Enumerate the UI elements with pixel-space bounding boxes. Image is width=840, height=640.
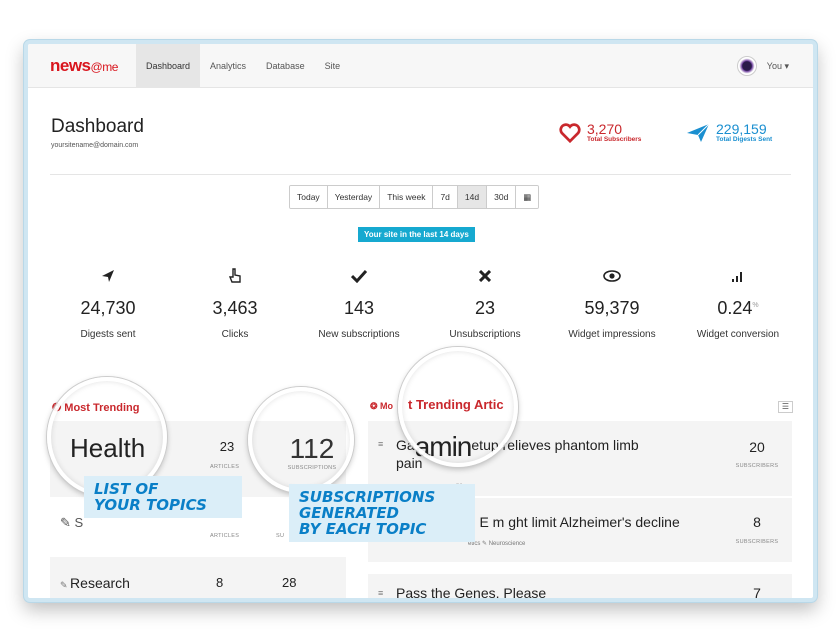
article-subscribers: 20	[749, 439, 765, 455]
articles-label: ARTICLES	[210, 533, 240, 539]
topic-name-text: S	[74, 515, 84, 530]
total-digests: 229,159 Total Digests Sent	[686, 122, 772, 143]
articles-label: ARTICLES	[210, 464, 240, 470]
topic-articles-count: 23	[219, 439, 235, 454]
article-title: min E m ght limit Alzheimer's decline	[453, 514, 680, 530]
magnifier-articles	[398, 347, 518, 467]
site-email: yoursitename@domain.com	[51, 142, 139, 149]
metric-widget-impressions: 59,379 Widget impressions	[552, 266, 672, 340]
list-view-icon[interactable]: ☰	[778, 401, 793, 413]
article-subscribers: 7	[753, 585, 761, 601]
digests-label: Total Digests Sent	[716, 136, 773, 143]
metric-label: Widget impressions	[568, 329, 656, 340]
subscribers-label: Total Subscribers	[587, 136, 642, 143]
total-subscribers: 3,270 Total Subscribers	[559, 122, 641, 143]
topic-subscriptions-count: 28	[282, 575, 297, 590]
metric-value: 24,730	[80, 298, 136, 318]
checkmark-icon	[299, 266, 419, 286]
digests-value: 229,159	[716, 121, 767, 137]
signal-bars-icon	[678, 266, 798, 286]
article-title-line2: pain	[396, 455, 423, 471]
metric-digests: 24,730 Digests sent	[48, 266, 168, 340]
trending-articles-heading: ❂ Mo	[370, 401, 393, 412]
tag-icon: ✎	[60, 580, 71, 590]
article-icon: ≡	[378, 588, 384, 598]
callout-line: SUBSCRIPTIONS	[299, 488, 436, 506]
metric-value: 23	[474, 298, 496, 318]
metric-clicks: 3,463 Clicks	[175, 266, 295, 340]
nav-analytics[interactable]: Analytics	[210, 60, 247, 71]
fire-icon: ❂	[370, 401, 381, 411]
eye-icon	[552, 266, 672, 286]
conversion-unit: %	[752, 302, 759, 309]
metric-label: Unsubscriptions	[449, 329, 521, 340]
article-row[interactable]: ≡ Pass the Genes, Please 7	[368, 574, 792, 601]
metric-value: 143	[343, 298, 375, 318]
metric-value: 59,379	[584, 298, 640, 318]
topic-name: ✎ Research	[60, 575, 130, 591]
period-7d[interactable]: 7d	[433, 186, 458, 208]
metric-widget-conversion: 0.24% Widget conversion	[678, 266, 798, 340]
metric-label: New subscriptions	[318, 329, 400, 340]
nav-dashboard[interactable]: Dashboard	[136, 44, 201, 88]
paper-plane-icon	[48, 266, 168, 286]
metric-label: Widget conversion	[696, 329, 780, 340]
calendar-icon[interactable]: ▦	[516, 186, 539, 208]
metric-label: Digests sent	[80, 329, 136, 340]
browser-frame: news@me Dashboard Analytics Database Sit…	[24, 40, 817, 602]
callout-line: YOUR TOPICS	[94, 496, 207, 514]
header-divider	[50, 174, 791, 175]
subscriptions-label: SU	[276, 533, 285, 539]
avatar	[736, 56, 757, 76]
x-mark-icon	[425, 266, 545, 286]
pointer-hand-icon	[175, 266, 295, 286]
top-navbar: news@me Dashboard Analytics Database Sit…	[28, 44, 813, 88]
metric-new-subscriptions: 143 New subscriptions	[299, 266, 419, 340]
callout-line: GENERATED	[299, 504, 400, 522]
logo[interactable]: news@me	[50, 56, 136, 76]
article-subscribers: 8	[753, 514, 761, 530]
paper-plane-icon	[687, 123, 710, 142]
period-yesterday[interactable]: Yesterday	[327, 186, 381, 208]
metric-value: 0.24%	[678, 298, 798, 319]
nav-database[interactable]: Database	[266, 60, 305, 71]
page-title: Dashboard	[51, 116, 144, 137]
period-30d[interactable]: 30d	[487, 186, 517, 208]
topic-articles-count: 8	[216, 575, 224, 590]
user-menu-label: You ▾	[766, 60, 789, 71]
period-selector: Today Yesterday This week 7d 14d 30d ▦	[289, 185, 540, 209]
topic-name: ✎ S	[60, 515, 83, 531]
article-title-rest: etup relieves phantom limb	[471, 437, 639, 453]
logo-text: news	[50, 55, 91, 75]
period-today[interactable]: Today	[290, 186, 328, 208]
period-this-week[interactable]: This week	[380, 186, 434, 208]
subscribers-label: SUBSCRIBERS	[735, 463, 779, 469]
topic-row[interactable]: ✎ Research 8 28	[50, 557, 346, 598]
callout-subscriptions: SUBSCRIPTIONS GENERATED BY EACH TOPIC	[289, 484, 475, 542]
user-menu[interactable]: You ▾	[736, 56, 789, 76]
period-badge: Your site in the last 14 days	[358, 227, 475, 242]
subscribers-label: SUBSCRIBERS	[735, 539, 779, 545]
article-tags: etics ✎ Neuroscience	[468, 541, 526, 547]
callout-line: BY EACH TOPIC	[299, 520, 427, 538]
magnifier-subscriptions	[248, 387, 354, 493]
callout-topics: LIST OF YOUR TOPICS	[84, 476, 242, 518]
nav-site[interactable]: Site	[324, 60, 341, 71]
subscribers-value: 3,270	[587, 121, 623, 137]
metric-value: 3,463	[212, 298, 258, 318]
heart-icon	[559, 122, 581, 143]
metric-unsubscriptions: 23 Unsubscriptions	[425, 266, 545, 340]
topic-name-text: Research	[70, 575, 130, 591]
article-icon: ≡	[378, 439, 384, 449]
metric-label: Clicks	[221, 329, 249, 340]
callout-line: LIST OF	[94, 480, 159, 498]
heading-prefix: Mo	[380, 401, 394, 411]
period-14d[interactable]: 14d	[457, 186, 488, 208]
tag-icon: ✎	[60, 515, 75, 530]
logo-at: @me	[90, 59, 119, 74]
article-title: Pass the Genes, Please	[396, 585, 547, 601]
conversion-value: 0.24	[717, 298, 753, 318]
